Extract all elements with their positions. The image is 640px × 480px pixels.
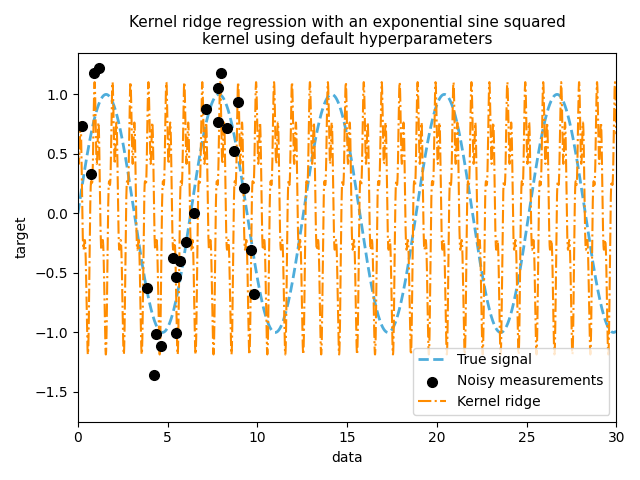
True signal bbox=[97, 98, 104, 104]
Noisy measurements bbox=[216, 69, 227, 76]
True signal bbox=[74, 211, 82, 216]
Noisy measurements bbox=[246, 247, 256, 254]
True signal bbox=[106, 95, 114, 100]
Noisy measurements bbox=[172, 329, 182, 336]
Noisy measurements bbox=[156, 342, 166, 349]
Kernel ridge bbox=[337, 227, 345, 233]
Noisy measurements bbox=[168, 254, 178, 262]
Kernel ridge bbox=[612, 132, 620, 137]
Noisy measurements bbox=[151, 331, 161, 338]
X-axis label: data: data bbox=[332, 451, 363, 465]
Y-axis label: target: target bbox=[15, 216, 29, 258]
Noisy measurements bbox=[212, 84, 223, 92]
Title: Kernel ridge regression with an exponential sine squared
kernel using default hy: Kernel ridge regression with an exponent… bbox=[129, 15, 566, 48]
Noisy measurements bbox=[248, 290, 259, 298]
Noisy measurements bbox=[88, 69, 99, 76]
Noisy measurements bbox=[149, 371, 159, 379]
True signal bbox=[384, 330, 392, 336]
Kernel ridge bbox=[228, 352, 236, 358]
Noisy measurements bbox=[213, 119, 223, 126]
Noisy measurements bbox=[201, 105, 211, 113]
Line: Kernel ridge: Kernel ridge bbox=[78, 82, 616, 355]
Kernel ridge bbox=[97, 207, 104, 213]
Legend: True signal, Noisy measurements, Kernel ridge: True signal, Noisy measurements, Kernel … bbox=[413, 348, 609, 415]
True signal bbox=[337, 108, 345, 114]
Noisy measurements bbox=[171, 274, 181, 281]
Line: True signal: True signal bbox=[78, 95, 616, 333]
True signal bbox=[612, 328, 620, 334]
Noisy measurements bbox=[222, 124, 232, 132]
Noisy measurements bbox=[94, 64, 104, 72]
True signal bbox=[584, 228, 591, 233]
Kernel ridge bbox=[77, 121, 84, 127]
Noisy measurements bbox=[86, 170, 96, 178]
True signal bbox=[180, 257, 188, 263]
True signal bbox=[77, 194, 84, 200]
Noisy measurements bbox=[239, 184, 249, 192]
Noisy measurements bbox=[233, 98, 243, 106]
Noisy measurements bbox=[189, 209, 199, 216]
True signal bbox=[328, 92, 335, 97]
Noisy measurements bbox=[141, 284, 152, 291]
Noisy measurements bbox=[76, 122, 86, 130]
Kernel ridge bbox=[74, 132, 82, 137]
Noisy measurements bbox=[229, 147, 239, 155]
Noisy measurements bbox=[175, 257, 185, 264]
Kernel ridge bbox=[522, 79, 529, 85]
Noisy measurements bbox=[215, 38, 225, 46]
Noisy measurements bbox=[181, 239, 191, 246]
Kernel ridge bbox=[106, 181, 114, 187]
Kernel ridge bbox=[180, 110, 188, 116]
Kernel ridge bbox=[584, 244, 591, 250]
